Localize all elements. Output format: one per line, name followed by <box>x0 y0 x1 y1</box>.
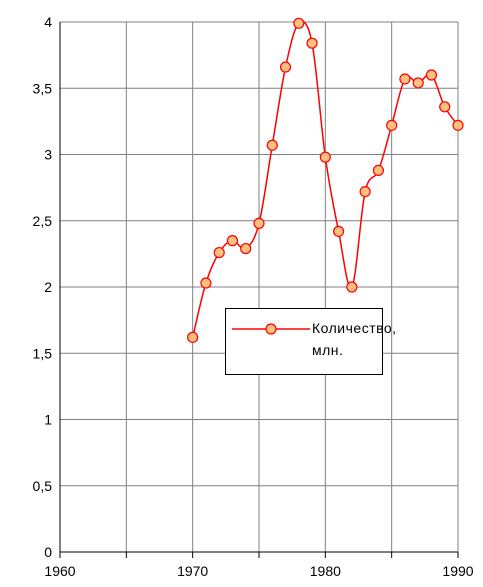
data-point <box>306 37 318 49</box>
data-point <box>266 139 278 151</box>
data-point <box>399 73 411 85</box>
y-tick-label: 0,5 <box>33 478 53 494</box>
data-point <box>319 151 331 163</box>
y-tick-label: 3,5 <box>33 80 53 96</box>
data-point <box>240 242 252 255</box>
data-point <box>226 235 239 247</box>
x-tick-label: 1990 <box>442 563 473 579</box>
legend-marker <box>265 323 277 335</box>
data-point <box>452 119 464 131</box>
data-point <box>279 61 292 73</box>
data-point <box>213 246 225 259</box>
legend: Количество, млн. <box>225 308 397 375</box>
data-point <box>412 77 424 89</box>
y-tick-label: 4 <box>44 14 52 30</box>
y-tick-label: 0 <box>44 544 52 560</box>
data-point <box>187 331 199 343</box>
data-point <box>386 119 398 131</box>
y-tick-label: 2 <box>44 279 52 295</box>
data-point <box>372 164 384 176</box>
data-point <box>200 277 212 289</box>
y-tick-label: 1 <box>44 412 52 428</box>
data-point <box>333 225 345 237</box>
x-tick-label: 1980 <box>310 563 341 579</box>
data-point <box>425 69 438 81</box>
y-tick-label: 1,5 <box>33 345 53 361</box>
legend-swatch <box>232 323 310 335</box>
data-point <box>253 217 265 229</box>
data-point <box>293 17 305 29</box>
y-tick-label: 3 <box>44 147 52 163</box>
data-point <box>439 101 451 113</box>
data-point <box>346 281 358 293</box>
data-point <box>359 186 371 198</box>
legend-label: Количество, млн. <box>312 320 397 358</box>
x-tick-label: 1970 <box>177 563 208 579</box>
x-tick-label: 1960 <box>44 563 75 579</box>
y-tick-label: 2,5 <box>33 213 53 229</box>
